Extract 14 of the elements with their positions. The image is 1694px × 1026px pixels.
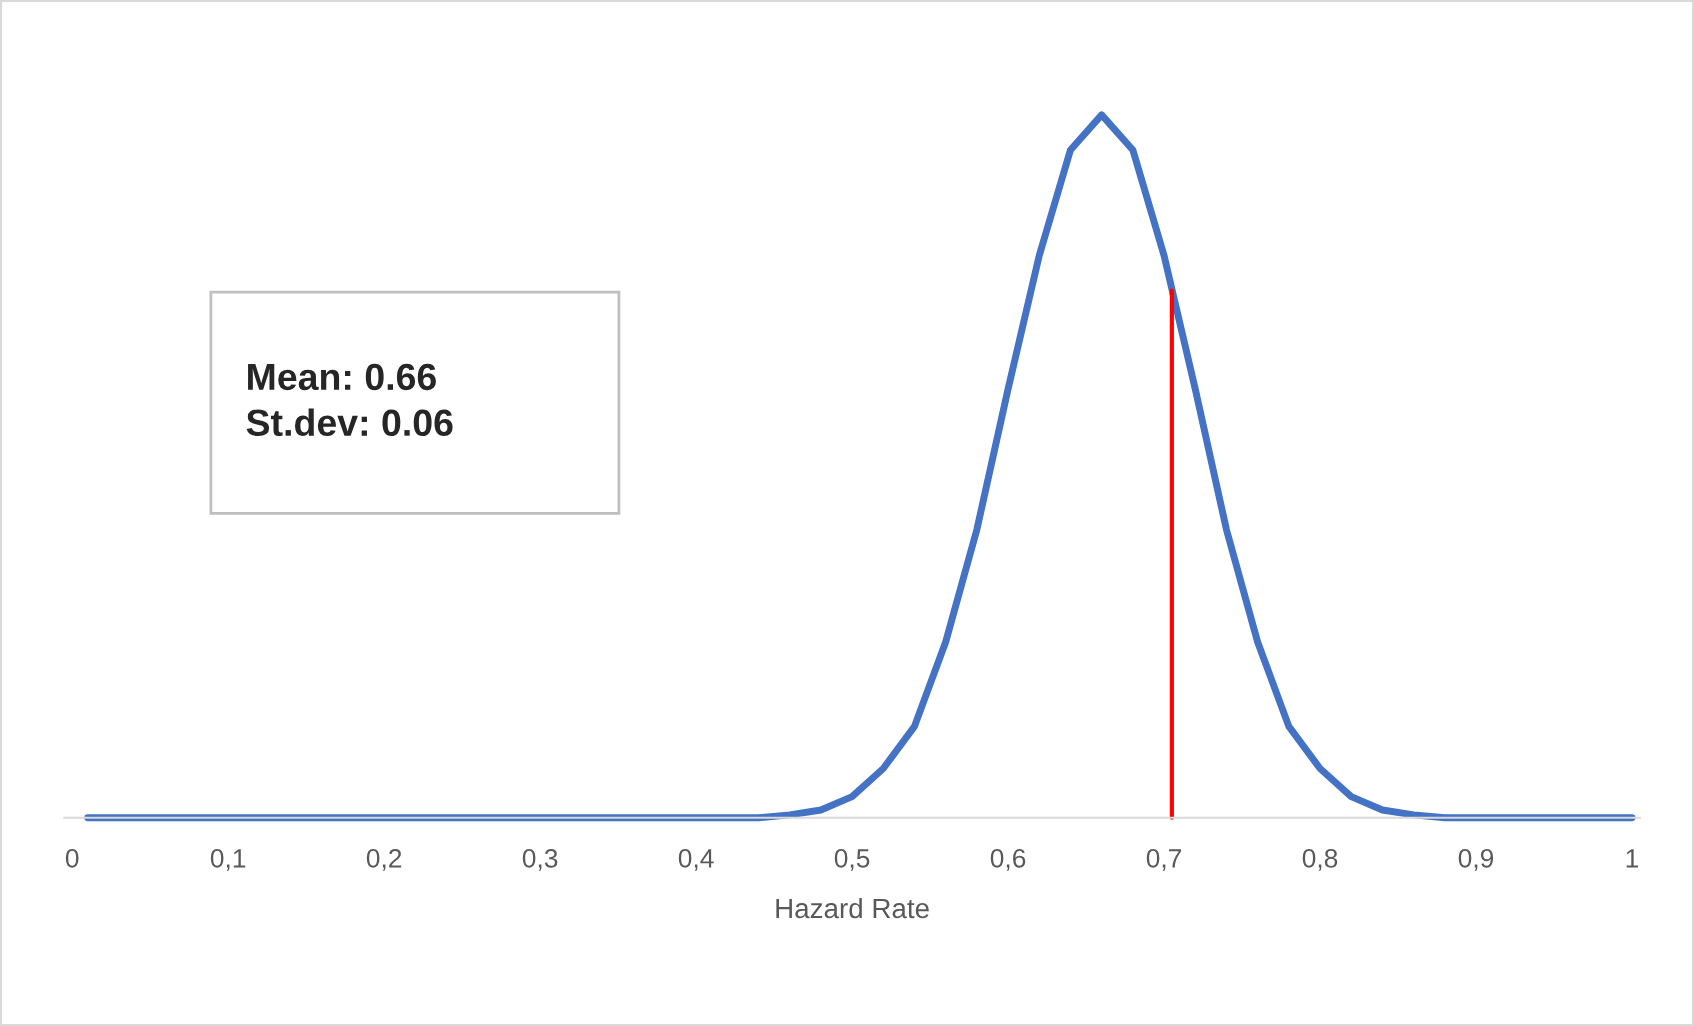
annotation: Mean: 0.66 — [248, 363, 436, 391]
x-tick-label: 0,8 — [1302, 848, 1338, 871]
x-tick-label: 0,9 — [1458, 848, 1494, 871]
x-tick-label: 0 — [65, 848, 79, 868]
x-tick-label: 0,2 — [366, 848, 402, 871]
x-axis-title: Hazard Rate — [776, 897, 929, 919]
x-tick-label: 0,5 — [834, 848, 870, 871]
x-tick-label: 0,1 — [210, 848, 246, 871]
x-tick-label: 0,4 — [678, 848, 714, 871]
annotation: St.dev: 0.06 — [246, 408, 453, 437]
x-tick-label: 0,3 — [522, 848, 558, 871]
x-tick-label: 0,6 — [990, 848, 1026, 871]
x-tick-label: 0,7 — [1146, 848, 1182, 871]
x-tick-label: 1 — [1626, 849, 1639, 868]
